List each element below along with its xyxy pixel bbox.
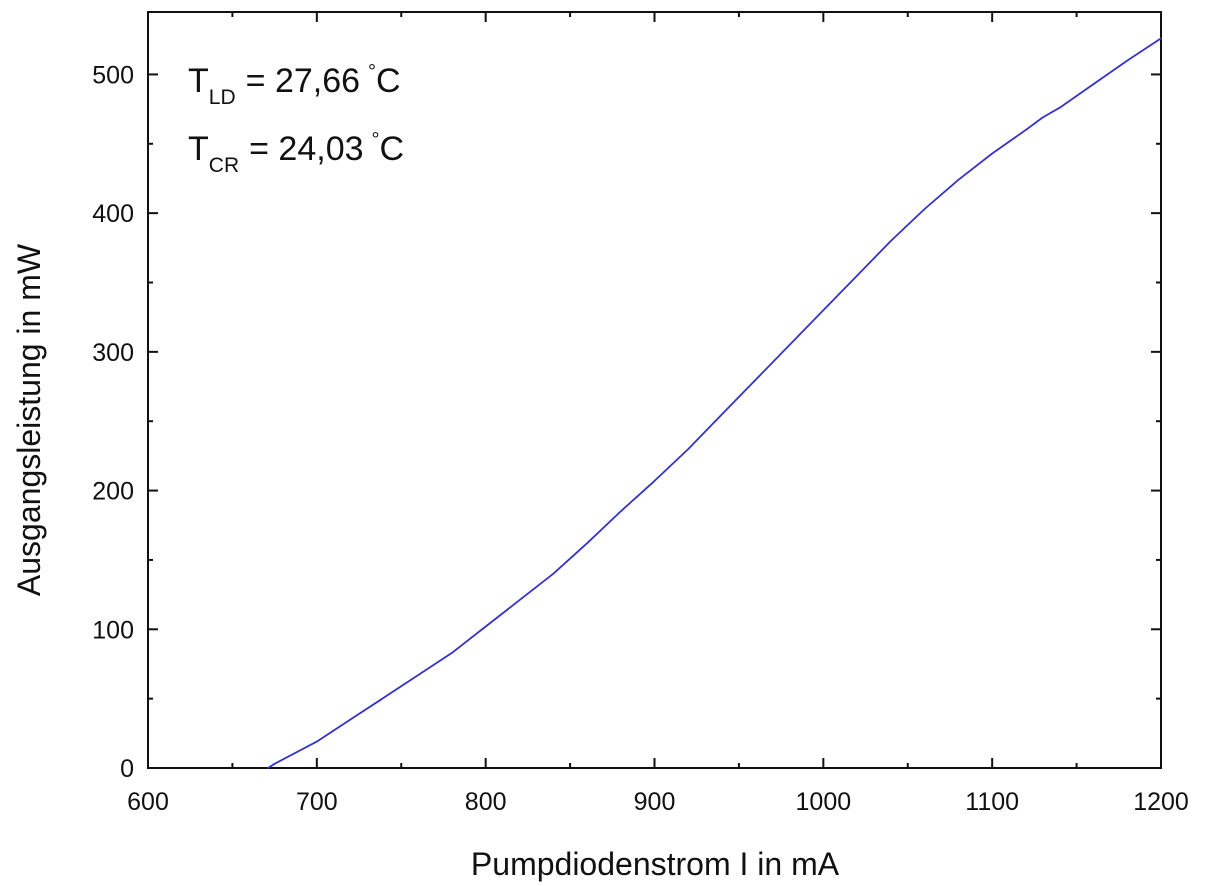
x-tick-label: 1100 (965, 788, 1019, 816)
x-tick-label: 800 (465, 788, 507, 816)
y-tick-label: 300 (92, 339, 134, 367)
annotation-t-ld-unit: C (376, 62, 401, 100)
x-tick-label: 700 (296, 788, 338, 816)
annotation-t-cr-symbol: T (188, 130, 209, 168)
annotation-t-cr-degree: ° (372, 129, 380, 151)
y-tick-label: 100 (92, 616, 134, 644)
x-tick-label: 900 (634, 788, 676, 816)
plot-frame (148, 12, 1161, 768)
y-axis-title: Ausgangsleistung in mW (11, 243, 47, 596)
annotation-t-ld: TLD = 27,66 °C (188, 61, 401, 109)
annotation-t-cr: TCR = 24,03 °C (188, 129, 404, 177)
y-axis-ticks: 0 100 200 300 400 500 (92, 61, 1161, 783)
annotation-t-cr-unit: C (380, 130, 405, 168)
y-tick-label: 500 (92, 61, 134, 89)
x-axis-title: Pumpdiodenstrom I in mA (471, 846, 840, 882)
y-tick-label: 200 (92, 478, 134, 506)
x-tick-label: 1000 (796, 788, 852, 816)
annotation-t-ld-subscript: LD (209, 86, 236, 109)
annotation-t-cr-subscript: CR (209, 154, 239, 177)
annotation-t-ld-symbol: T (188, 62, 209, 100)
x-tick-label: 1200 (1133, 788, 1189, 816)
annotation-t-ld-value: = 27,66 (246, 62, 360, 100)
y-tick-label: 400 (92, 200, 134, 228)
annotation-t-cr-value: = 24,03 (249, 130, 363, 168)
y-tick-label: 0 (120, 755, 134, 783)
annotation-t-ld-degree: ° (368, 61, 376, 83)
x-tick-label: 600 (127, 788, 169, 816)
